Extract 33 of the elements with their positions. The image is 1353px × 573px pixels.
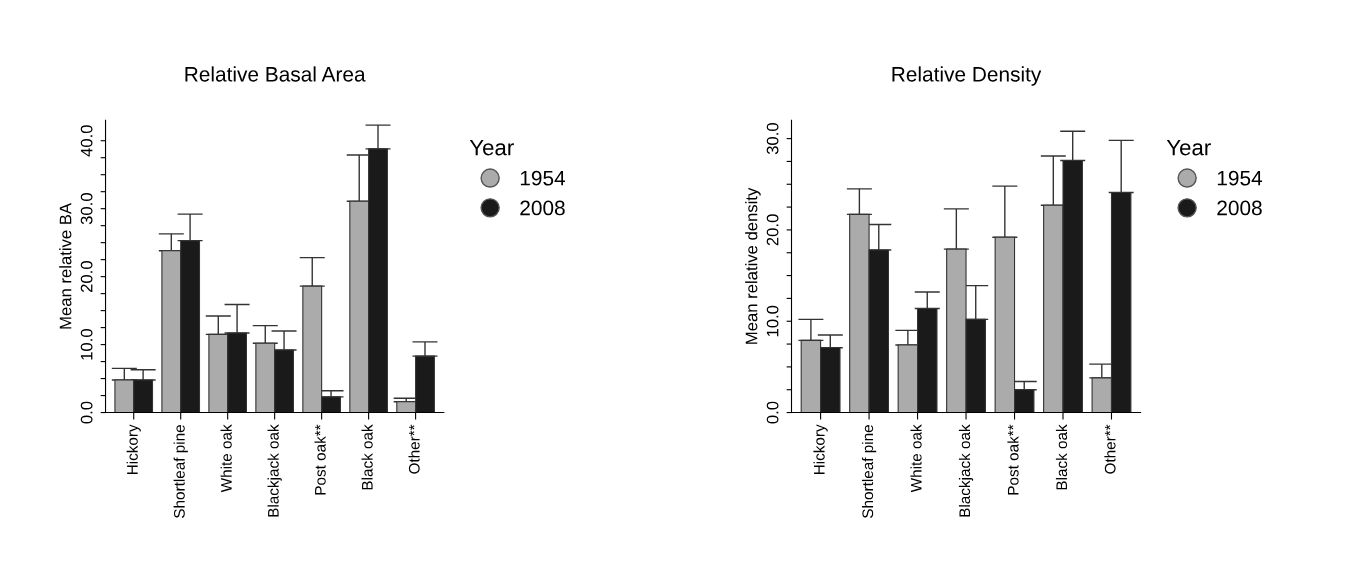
y-tick-label: 20.0 (766, 214, 779, 246)
y-tick-label: 30.0 (80, 193, 93, 225)
chart-title: Relative Density (892, 66, 1042, 86)
legend-label: 2008 (1217, 200, 1262, 216)
x-tick-label: Hickory (126, 424, 141, 475)
x-tick-label: Shortleaf pine (173, 425, 188, 518)
y-tick-label: 0.0 (766, 401, 779, 424)
chart-title: Relative Basal Area (185, 66, 366, 82)
x-tick-label: Post oak** (1007, 424, 1019, 495)
y-tick-label: 20.0 (80, 261, 93, 293)
x-tick-label: Hickory (813, 424, 828, 475)
y-axis-title: Mean relative density (745, 187, 761, 344)
legend-title: Year (469, 139, 514, 156)
y-tick-label: 10.0 (80, 329, 93, 360)
legend-label: 1954 (520, 170, 566, 186)
x-tick-label: Blackjack oak (958, 424, 974, 517)
x-tick-label: Black oak (1055, 424, 1068, 490)
y-axis-title: Mean relative BA (59, 203, 72, 329)
x-tick-label: Shortleaf pine (861, 425, 877, 518)
y-tick-label: 40.0 (80, 125, 93, 157)
x-tick-label: White oak (220, 424, 232, 493)
x-tick-label: Post oak** (314, 424, 326, 495)
y-tick-label: 0.0 (80, 401, 93, 424)
x-tick-label: Blackjack oak (267, 424, 282, 517)
x-tick-label: Other** (1104, 424, 1116, 474)
x-tick-label: Black oak (361, 424, 373, 490)
x-tick-label: Other** (408, 424, 420, 474)
y-tick-label: 30.0 (766, 123, 779, 155)
legend-label: 2008 (520, 200, 565, 216)
x-tick-label: White oak (910, 424, 922, 493)
legend-label: 1954 (1217, 170, 1263, 186)
legend-title: Year (1166, 139, 1211, 156)
y-tick-label: 10.0 (766, 305, 779, 337)
